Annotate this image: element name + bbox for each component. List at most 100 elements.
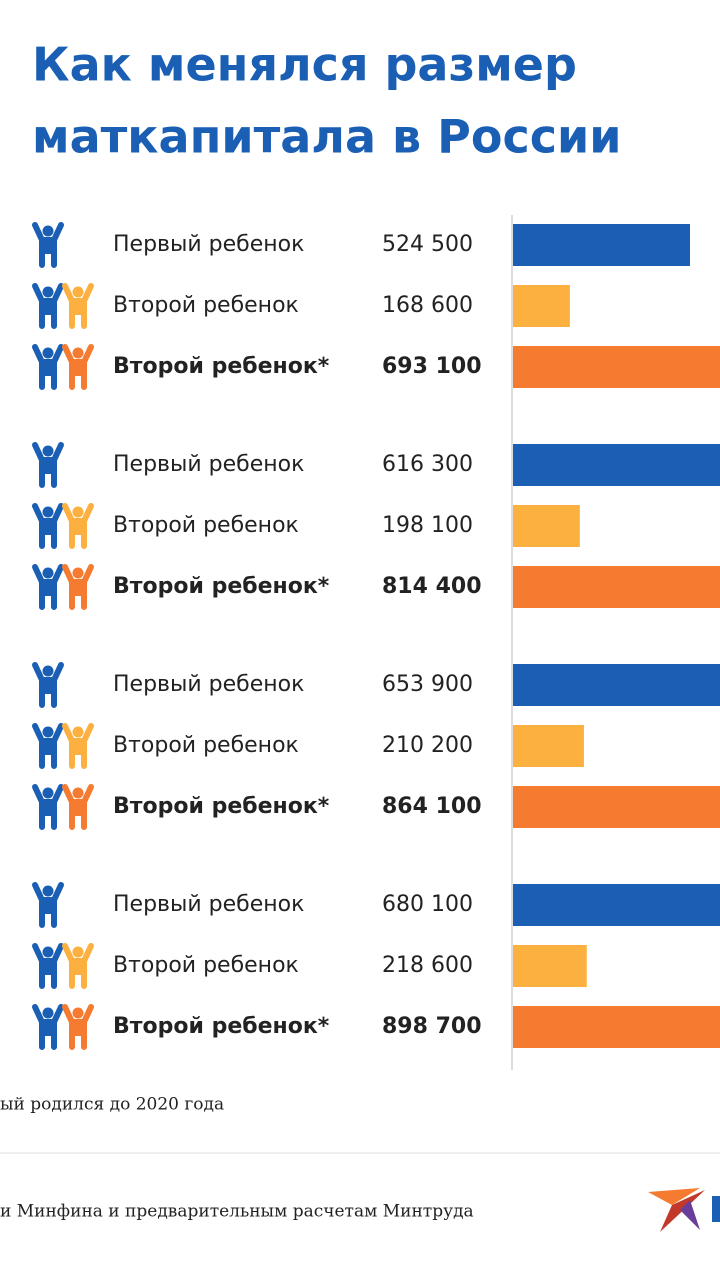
person-icon	[32, 283, 64, 329]
bar	[513, 945, 587, 987]
person-icon	[32, 344, 64, 390]
icon-head	[42, 286, 54, 298]
icon-head	[72, 787, 84, 799]
row-label: Второй ребенок	[113, 733, 299, 758]
row-label: Второй ребенок*	[113, 794, 330, 819]
row-label: Второй ребенок	[113, 953, 299, 978]
person-icon	[32, 442, 64, 488]
icon-head	[42, 946, 54, 958]
person-icon	[62, 283, 94, 329]
value-label: 814 400	[382, 574, 482, 599]
icon-torso	[72, 959, 84, 975]
row-label: Первый ребенок	[113, 892, 304, 917]
icon-head	[72, 347, 84, 359]
icon-head	[72, 1007, 84, 1019]
person-icon	[62, 943, 94, 989]
icon-torso	[42, 360, 54, 376]
value-label: 864 100	[382, 794, 482, 819]
icon-head	[72, 946, 84, 958]
row-label: Второй ребенок	[113, 513, 299, 538]
icon-head	[42, 726, 54, 738]
icon-torso	[72, 580, 84, 596]
icon-head	[42, 787, 54, 799]
bar	[513, 1006, 720, 1048]
bar	[513, 224, 690, 266]
person-icon	[62, 784, 94, 830]
person-icon	[32, 723, 64, 769]
bar	[513, 346, 720, 388]
icon-torso	[72, 800, 84, 816]
bar	[513, 664, 720, 706]
person-icon	[32, 1004, 64, 1050]
value-label: 198 100	[382, 513, 473, 538]
row-label: Второй ребенок*	[113, 354, 330, 379]
icon-head	[42, 567, 54, 579]
icon-torso	[42, 238, 54, 254]
row-label: Первый ребенок	[113, 232, 304, 257]
person-icon	[62, 564, 94, 610]
bar	[513, 725, 584, 767]
person-icon	[32, 943, 64, 989]
icon-torso	[42, 580, 54, 596]
value-label: 210 200	[382, 733, 473, 758]
row-label: Первый ребенок	[113, 672, 304, 697]
footnote: ый родился до 2020 года	[0, 1095, 224, 1115]
value-label: 898 700	[382, 1014, 482, 1039]
row-label: Первый ребенок	[113, 452, 304, 477]
icon-head	[72, 506, 84, 518]
bar	[513, 505, 580, 547]
value-label: 218 600	[382, 953, 473, 978]
bar	[513, 786, 720, 828]
value-label: 616 300	[382, 452, 473, 477]
bar	[513, 444, 720, 486]
icon-torso	[72, 739, 84, 755]
title-line: Как менялся размер	[32, 38, 577, 92]
bar	[513, 285, 570, 327]
person-icon	[32, 882, 64, 928]
row-label: Второй ребенок*	[113, 574, 330, 599]
icon-torso	[42, 458, 54, 474]
icon-head	[42, 885, 54, 897]
person-icon	[32, 662, 64, 708]
person-icon	[62, 503, 94, 549]
icon-head	[42, 445, 54, 457]
person-icon	[32, 222, 64, 268]
icon-head	[72, 567, 84, 579]
icon-torso	[42, 299, 54, 315]
icon-head	[72, 286, 84, 298]
icon-torso	[72, 519, 84, 535]
person-icon	[32, 503, 64, 549]
person-icon	[32, 564, 64, 610]
icon-torso	[72, 299, 84, 315]
row-label: Второй ребенок*	[113, 1014, 330, 1039]
person-icon	[32, 784, 64, 830]
value-label: 653 900	[382, 672, 473, 697]
icon-torso	[72, 360, 84, 376]
icon-head	[42, 225, 54, 237]
bar	[513, 884, 720, 926]
icon-head	[42, 347, 54, 359]
person-icon	[62, 1004, 94, 1050]
icon-torso	[42, 678, 54, 694]
icon-head	[42, 1007, 54, 1019]
icon-head	[72, 726, 84, 738]
icon-torso	[42, 1020, 54, 1036]
bar	[513, 566, 720, 608]
icon-torso	[42, 898, 54, 914]
icon-torso	[42, 959, 54, 975]
value-label: 168 600	[382, 293, 473, 318]
icon-head	[42, 665, 54, 677]
value-label: 524 500	[382, 232, 473, 257]
logo	[648, 1188, 720, 1232]
source: и Минфина и предварительным расчетам Мин…	[0, 1202, 474, 1222]
icon-torso	[72, 1020, 84, 1036]
title-line: маткапитала в России	[32, 110, 621, 164]
row-label: Второй ребенок	[113, 293, 299, 318]
icon-torso	[42, 739, 54, 755]
icon-torso	[42, 519, 54, 535]
person-icon	[62, 723, 94, 769]
person-icon	[62, 344, 94, 390]
icon-head	[42, 506, 54, 518]
icon-torso	[42, 800, 54, 816]
